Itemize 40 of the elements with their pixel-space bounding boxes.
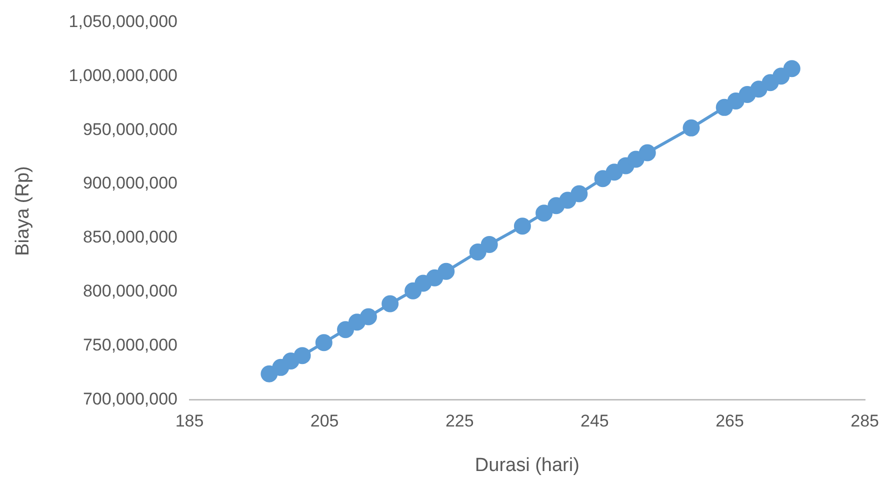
- y-tick-label: 800,000,000: [82, 282, 178, 301]
- point: [438, 262, 455, 280]
- point: [315, 334, 332, 352]
- point: [594, 170, 612, 188]
- y-tick-label: 1,050,000,000: [68, 12, 178, 31]
- point: [469, 243, 486, 260]
- point: [337, 321, 354, 338]
- x-tick-label: 245: [580, 412, 609, 431]
- y-tick-label: 950,000,000: [82, 120, 178, 139]
- x-tick-label: 225: [445, 412, 474, 431]
- point: [638, 144, 656, 162]
- point: [570, 185, 588, 202]
- y-tick-label: 750,000,000: [82, 336, 178, 355]
- y-tick-label: 900,000,000: [82, 174, 178, 193]
- x-tick-label: 265: [716, 412, 744, 431]
- point: [727, 92, 744, 110]
- x-tick-label: 285: [850, 412, 880, 431]
- point: [294, 347, 311, 364]
- point: [772, 68, 790, 85]
- y-tick-label: 1,000,000,000: [68, 66, 178, 85]
- point: [716, 98, 733, 116]
- point: [480, 236, 498, 253]
- point: [360, 308, 377, 326]
- point: [682, 119, 700, 136]
- point: [783, 60, 800, 78]
- y-axis-title: Biaya (Rp): [12, 166, 34, 256]
- point: [559, 192, 576, 209]
- x-tick-label: 185: [175, 412, 204, 431]
- x-tick-label: 205: [310, 412, 339, 431]
- point: [750, 80, 768, 98]
- point: [382, 295, 399, 312]
- x-axis-title: Durasi (hari): [474, 454, 580, 476]
- point: [627, 150, 644, 168]
- point: [260, 365, 278, 382]
- point: [606, 164, 623, 181]
- point: [426, 269, 444, 286]
- y-tick-label: 850,000,000: [82, 228, 178, 247]
- point: [536, 204, 553, 222]
- point: [514, 218, 531, 235]
- y-tick-label: 700,000,000: [82, 389, 178, 408]
